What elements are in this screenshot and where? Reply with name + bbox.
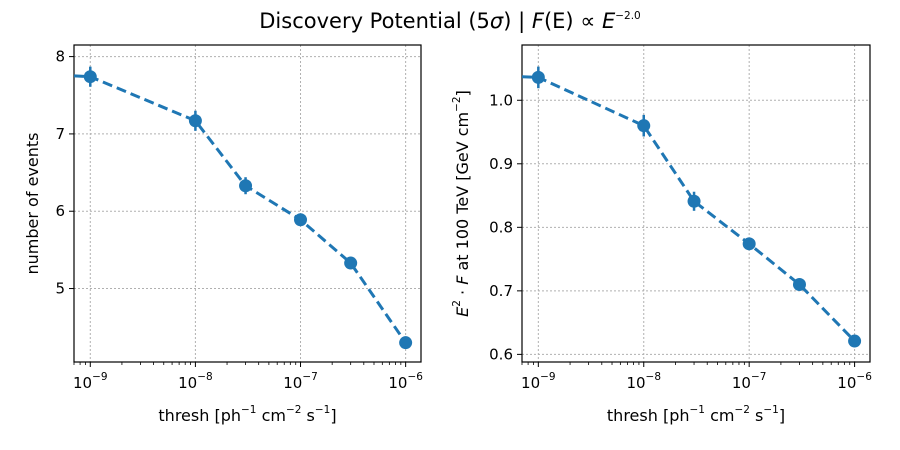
y-axis-label: E2 · F at 100 TeV [GeV cm−2] (451, 90, 472, 317)
series-line (522, 75, 856, 343)
x-tick-label: 10−9 (73, 371, 108, 392)
x-tick-label: 10−8 (178, 371, 213, 392)
data-point (531, 70, 545, 84)
x-tick-label: 10−6 (837, 371, 872, 392)
chart-events: 10−9 10−8 10−7 10−6 5 6 7 8 thresh [ph−1 cm−2 s−… (23, 44, 423, 425)
data-point (742, 237, 756, 251)
y-axis-label: number of events (23, 133, 42, 275)
data-point (188, 114, 202, 128)
chart-flux: 10−9 10−8 10−7 10−6 0.6 0.7 0.8 0.9 1.0 thresh [p… (451, 44, 872, 425)
y-tick-label: 0.6 (489, 345, 513, 363)
data-point (687, 194, 701, 208)
y-tick-label: 6 (55, 202, 65, 220)
y-tick-label: 0.9 (489, 155, 513, 173)
data-point (848, 334, 862, 348)
figure-title: Discovery Potential (5σ) | F(E) ∝ E−2.0 (259, 9, 640, 34)
plot-frame (73, 44, 422, 363)
x-tick-label: 10−7 (732, 371, 767, 392)
y-tick-label: 0.8 (489, 218, 513, 236)
x-tick-label: 10−6 (388, 371, 423, 392)
x-axis-label: thresh [ph−1 cm−2 s−1] (158, 404, 336, 425)
y-tick-label: 5 (55, 280, 65, 298)
data-point (344, 256, 358, 270)
x-tick-label: 10−9 (521, 371, 556, 392)
data-point (792, 277, 806, 291)
y-tick-label: 8 (55, 48, 65, 66)
data-point (294, 213, 308, 227)
x-axis-label: thresh [ph−1 cm−2 s−1] (607, 404, 785, 425)
series-line (74, 74, 407, 344)
y-tick-label: 0.7 (489, 282, 513, 300)
data-point (399, 336, 413, 350)
y-tick-label: 7 (55, 125, 65, 143)
data-point (239, 179, 253, 193)
y-tick-label: 1.0 (489, 91, 513, 109)
x-tick-label: 10−8 (626, 371, 661, 392)
data-point (83, 70, 97, 84)
data-point (637, 119, 651, 133)
x-tick-label: 10−7 (283, 371, 318, 392)
plot-frame (521, 44, 871, 363)
